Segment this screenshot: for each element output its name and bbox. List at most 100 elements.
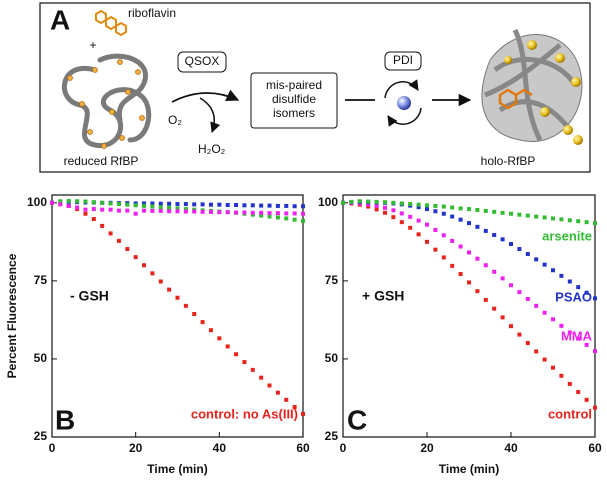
data-point [341, 200, 345, 205]
data-point [450, 214, 455, 219]
data-point [416, 202, 421, 207]
data-point [584, 290, 589, 295]
series-label: MMA [561, 328, 593, 343]
data-point [50, 200, 54, 205]
data-point [383, 210, 387, 215]
data-point [399, 220, 404, 225]
pdi-ball [397, 96, 411, 110]
data-point [441, 204, 446, 209]
data-point [183, 207, 188, 212]
data-point [150, 208, 155, 213]
data-point [492, 209, 497, 214]
data-point [208, 328, 213, 333]
data-point [116, 208, 121, 213]
data-point [83, 207, 88, 212]
reduced-label: reduced RfBP [64, 154, 139, 168]
series [341, 199, 597, 301]
panel-letter: A [50, 4, 70, 35]
data-point [416, 218, 421, 223]
data-point [416, 205, 421, 210]
data-point [458, 244, 463, 249]
x-tick-label: 60 [588, 441, 602, 455]
data-point [425, 239, 429, 244]
data-point [116, 238, 121, 243]
data-point [567, 218, 572, 223]
data-point [357, 199, 362, 204]
data-point [408, 202, 413, 207]
y-tick-label: 100 [27, 195, 47, 209]
data-point [183, 303, 188, 308]
data-point [267, 214, 272, 219]
data-point [517, 247, 522, 252]
data-point [374, 207, 379, 212]
data-point [75, 205, 80, 210]
data-point [58, 199, 63, 204]
data-point [142, 263, 147, 268]
data-point [200, 202, 205, 207]
data-point [467, 250, 471, 255]
data-point [517, 212, 522, 217]
data-point [267, 383, 272, 388]
series [341, 199, 597, 226]
data-point [366, 204, 371, 209]
data-point [91, 200, 96, 205]
data-point [225, 344, 230, 349]
plus: + [89, 38, 96, 52]
data-point [441, 233, 446, 238]
cycle-arrow [387, 107, 422, 127]
x-tick-label: 20 [129, 441, 143, 455]
x-tick-label: 40 [504, 441, 518, 455]
pdi-box [384, 51, 422, 71]
data-point [467, 221, 471, 226]
data-point [374, 203, 379, 208]
data-point [83, 211, 88, 216]
data-point [483, 263, 488, 268]
panel-letter: C [347, 404, 367, 435]
qsox-box [177, 51, 227, 73]
data-point [234, 210, 239, 215]
data-point [525, 252, 530, 257]
o2: O₂ [168, 113, 182, 127]
data-point [158, 279, 163, 284]
data-point [133, 255, 138, 260]
riboflavin-icon [95, 9, 127, 37]
data-point [217, 202, 222, 207]
data-point [542, 262, 547, 267]
data-point [383, 200, 387, 205]
data-point [259, 213, 264, 218]
data-point [483, 208, 488, 213]
data-point [542, 357, 547, 362]
data-point [433, 209, 438, 214]
data-point [284, 397, 289, 402]
reduced-protein [62, 53, 152, 148]
data-point [150, 271, 155, 276]
series [50, 200, 305, 216]
data-point [91, 217, 96, 222]
data-point [551, 216, 555, 221]
data-point [567, 279, 572, 284]
arrow [199, 97, 221, 133]
data-point [383, 205, 387, 210]
data-point [492, 232, 497, 237]
data-point [525, 341, 530, 346]
data-point [584, 220, 589, 225]
data-point [167, 201, 172, 206]
data-point [167, 205, 172, 210]
data-point [593, 221, 597, 226]
data-point [208, 209, 213, 214]
data-point [158, 208, 163, 213]
data-point [284, 216, 289, 221]
data-point [267, 203, 272, 208]
data-point [217, 336, 222, 341]
data-point [301, 411, 305, 416]
data-point [175, 206, 180, 211]
data-point [292, 211, 297, 216]
y-tick-label: 50 [325, 351, 339, 365]
data-point [408, 225, 413, 230]
data-point [525, 296, 530, 301]
data-point [100, 207, 105, 212]
data-point [551, 268, 555, 273]
pdi-label: PDI [393, 53, 413, 67]
x-tick-label: 0 [340, 441, 347, 455]
